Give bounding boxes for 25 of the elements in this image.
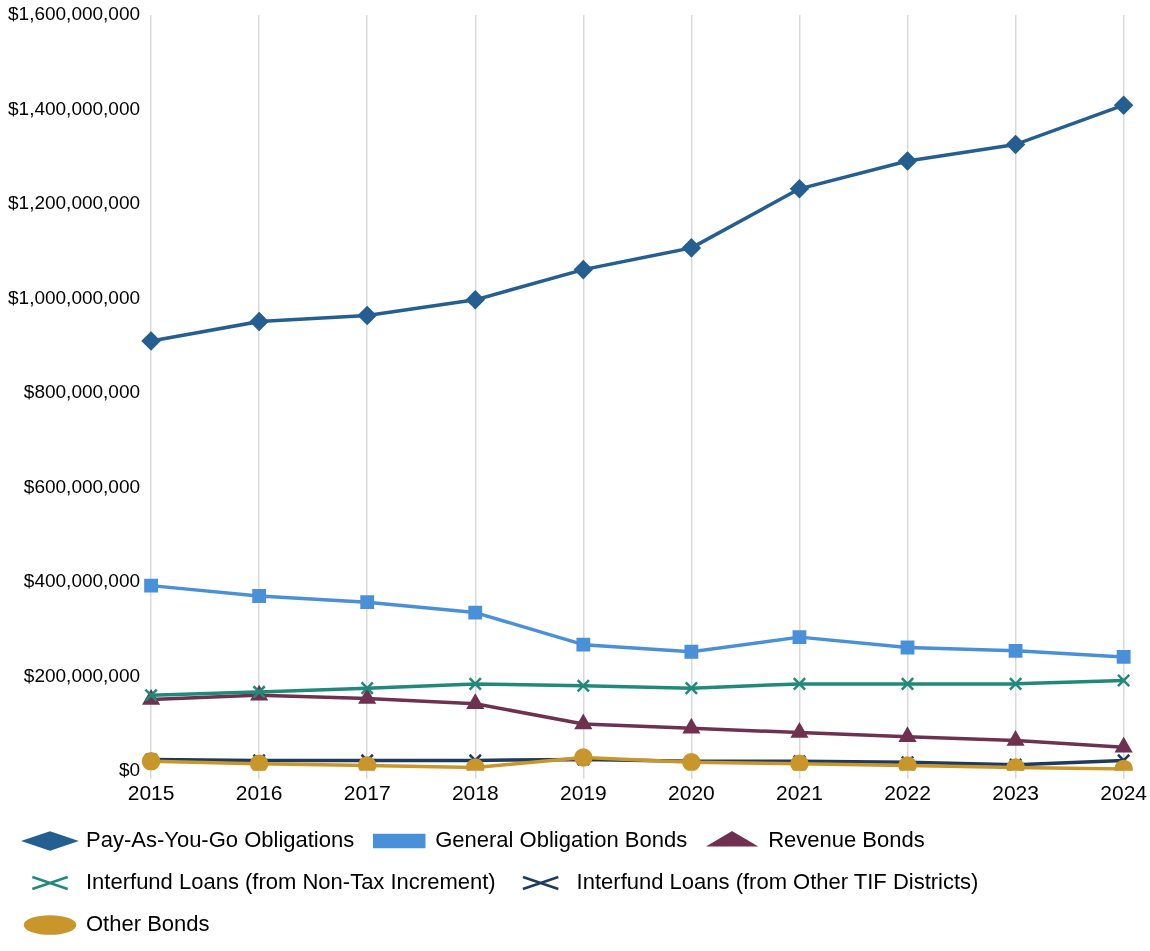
legend-label: Other Bonds (86, 911, 210, 937)
x-tick-label: 2016 (235, 781, 283, 805)
x-tick-label: 2018 (451, 781, 499, 805)
x-tick-label: 2019 (559, 781, 607, 805)
x-tick-label: 2024 (1100, 781, 1148, 805)
x-tick-label: 2023 (992, 781, 1039, 805)
x-tick-label: 2015 (127, 781, 175, 805)
x-tick-label: 2020 (668, 781, 715, 805)
legend-label: Interfund Loans (from Non-Tax Increment) (86, 869, 496, 895)
y-tick-label: $1,600,000,000 (7, 3, 141, 25)
legend-label: General Obligation Bonds (435, 827, 688, 853)
legend-label: Pay-As-You-Go Obligations (86, 827, 355, 853)
y-tick-label: $400,000,000 (23, 570, 141, 592)
legend-label: Revenue Bonds (768, 827, 925, 853)
y-tick-label: $800,000,000 (23, 381, 141, 403)
y-tick-label: $0 (118, 759, 141, 781)
y-tick-label: $1,000,000,000 (7, 286, 141, 308)
x-tick-label: 2017 (343, 781, 391, 805)
y-tick-label: $1,200,000,000 (7, 192, 141, 214)
legend-label: Interfund Loans (from Other TIF Districts) (576, 869, 979, 895)
y-tick-label: $600,000,000 (23, 475, 141, 497)
x-tick-label: 2022 (884, 781, 931, 805)
y-tick-label: $1,400,000,000 (7, 97, 141, 119)
y-tick-label: $200,000,000 (23, 664, 141, 686)
x-tick-label: 2021 (776, 781, 823, 805)
